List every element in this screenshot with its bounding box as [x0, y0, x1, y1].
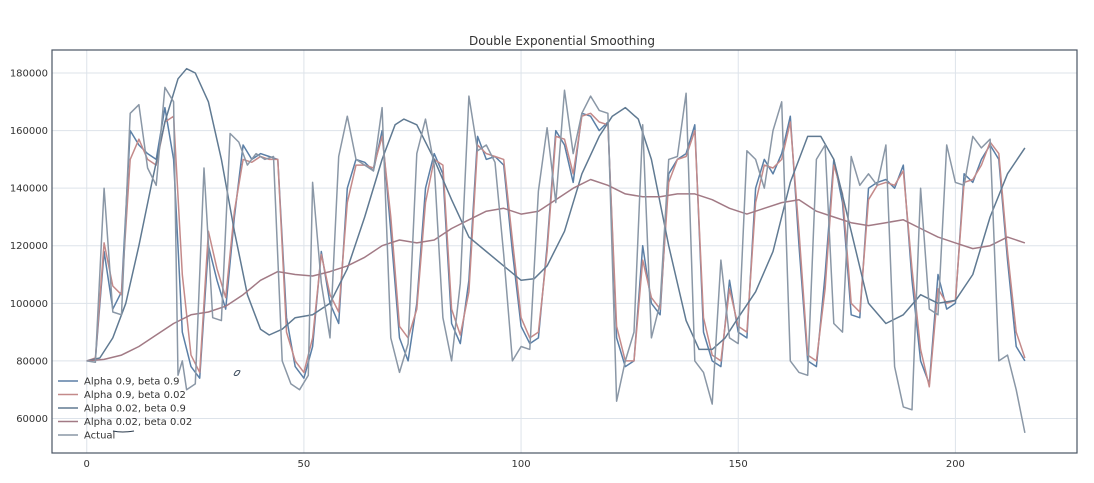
x-tick-label: 50 [298, 459, 311, 470]
legend-label: Actual [84, 431, 115, 442]
y-tick-label: 180000 [10, 69, 48, 80]
series-line-5 [86, 86, 1026, 434]
legend-label: Alpha 0.02, beta 0.02 [84, 417, 192, 428]
y-tick-label: 140000 [10, 184, 48, 195]
y-tick-label: 120000 [10, 241, 48, 252]
x-tick-label: 150 [729, 459, 748, 470]
chart-title: Double Exponential Smoothing [469, 34, 655, 48]
legend-label: Alpha 0.9, beta 0.02 [84, 390, 186, 401]
x-tick-label: 200 [946, 459, 965, 470]
x-tick-label: 100 [512, 459, 531, 470]
y-tick-label: 80000 [16, 356, 48, 367]
series-line-2 [86, 112, 1026, 388]
series-line-3 [86, 67, 1026, 362]
underline-mark [112, 430, 135, 433]
legend-label: Alpha 0.9, beta 0.9 [84, 377, 180, 388]
tick-labels: 0 50 100 150 200 60000 80000 100000 120000 140000… [10, 69, 965, 470]
plot-frame [51, 49, 1078, 454]
y-tick-label: 160000 [10, 126, 48, 137]
grid [52, 50, 1077, 453]
series-line-1 [86, 106, 1026, 385]
y-tick-label: 100000 [10, 299, 48, 310]
x-tick-label: 0 [84, 459, 90, 470]
y-tick-label: 60000 [16, 414, 48, 425]
legend-label: Alpha 0.02, beta 0.9 [84, 404, 186, 415]
series-group [86, 67, 1026, 434]
scribble-mark [233, 370, 241, 376]
legend: Alpha 0.9, beta 0.9 Alpha 0.9, beta 0.02 A… [58, 377, 192, 442]
